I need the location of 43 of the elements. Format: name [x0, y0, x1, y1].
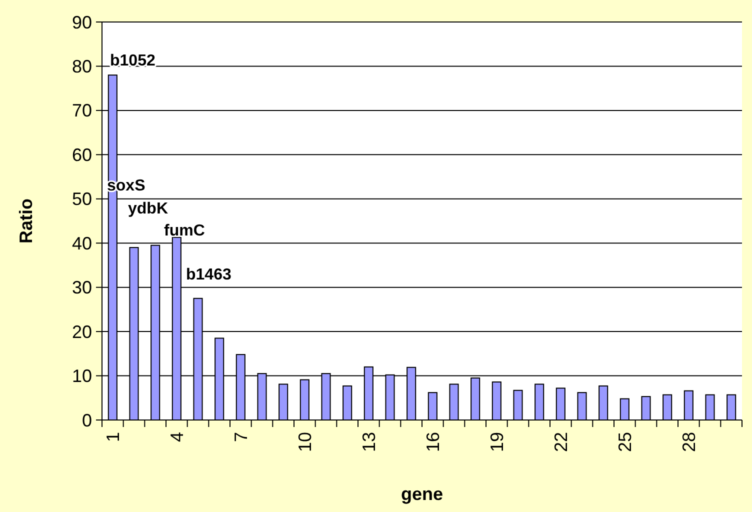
annotation: ydbK — [128, 200, 168, 218]
y-tick-label: 40 — [72, 233, 92, 254]
annotation: b1463 — [186, 266, 232, 284]
y-axis-title: Ratio — [16, 198, 36, 244]
x-tick-label: 4 — [166, 432, 187, 442]
bar — [492, 381, 502, 420]
bar — [513, 390, 523, 420]
x-tick-label: 1 — [102, 432, 123, 442]
bar — [534, 384, 544, 420]
bar — [641, 396, 651, 420]
bar — [278, 384, 288, 420]
x-tick-label: 25 — [614, 432, 635, 452]
y-tick-label: 80 — [72, 56, 92, 77]
bar — [705, 394, 715, 420]
bar — [577, 392, 587, 420]
x-tick-label: 22 — [550, 432, 571, 452]
annotation: fumC — [164, 222, 206, 240]
x-tick-label: 7 — [230, 432, 251, 442]
x-tick-label: 28 — [678, 432, 699, 452]
y-tick-label: 10 — [72, 366, 92, 386]
y-tick-label: 70 — [72, 100, 92, 121]
x-tick-label: 19 — [486, 432, 507, 452]
bar — [684, 390, 694, 420]
y-tick-label: 0 — [82, 410, 92, 430]
annotation: b1052 — [110, 52, 156, 70]
x-tick-label: 16 — [422, 432, 443, 452]
bar — [342, 385, 352, 420]
x-tick-label: 10 — [294, 432, 315, 452]
x-axis-title: gene — [400, 484, 444, 504]
y-tick-label: 20 — [72, 322, 92, 342]
y-tick-label: 50 — [72, 189, 92, 210]
bar — [449, 384, 459, 420]
bar — [726, 394, 736, 420]
bar — [620, 398, 630, 420]
bar — [662, 394, 672, 420]
bar — [598, 385, 608, 420]
y-tick-label: 90 — [72, 12, 92, 32]
y-tick-label: 30 — [72, 278, 92, 298]
bar — [556, 388, 566, 420]
bar — [300, 379, 310, 420]
x-tick-label: 13 — [358, 432, 379, 452]
y-tick-label: 60 — [72, 144, 92, 165]
bar — [428, 392, 438, 420]
